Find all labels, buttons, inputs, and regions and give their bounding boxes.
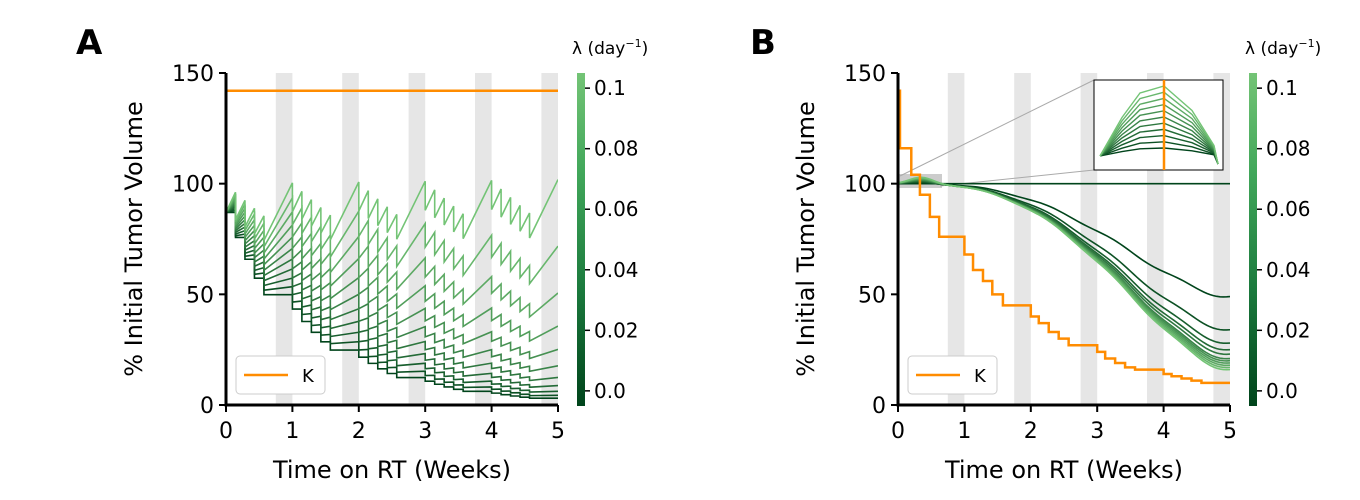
y-tick-label: 150 [844, 62, 886, 87]
tumor-curves-b [898, 176, 1230, 371]
inset-connector-top [899, 79, 1095, 177]
weekend-band-a-4 [541, 73, 558, 405]
panel-letter-a: A [76, 23, 103, 63]
x-tick-label: 3 [1090, 419, 1104, 444]
legend-label-a: K [302, 366, 315, 387]
legend-label-b: K [974, 366, 987, 387]
inset-frame [1093, 79, 1224, 171]
colorbar-tick-label: 0.02 [1266, 318, 1311, 342]
weekend-band-a-3 [475, 73, 492, 405]
colorbar-b: λ (day−1) 0.0 0.02 0.04 0.06 0.08 0.1 [1245, 37, 1321, 406]
y-tick-label: 100 [844, 173, 886, 198]
colorbar-tick-label: 0.06 [1266, 197, 1311, 221]
colorbar-tick-label: 0.0 [1266, 379, 1298, 403]
x-tick-label: 5 [1223, 419, 1237, 444]
colorbar-a: λ (day−1) 0.0 0.02 0.04 0.06 0.08 0.1 [572, 37, 648, 406]
legend-b: K [907, 355, 998, 395]
y-tick-label: 0 [872, 394, 886, 419]
y-tick-label: 50 [186, 283, 214, 308]
colorbar-tick-label: 0.0 [594, 379, 626, 403]
y-axis-label-a: % Initial Tumor Volume [120, 101, 148, 377]
k-series-line-b [898, 89, 1230, 385]
x-tick-label: 5 [551, 419, 565, 444]
weekend-band-b-1 [1014, 73, 1031, 405]
colorbar-tick-label: 0.1 [1266, 76, 1298, 100]
x-axis-label-a: Time on RT (Weeks) [272, 456, 511, 484]
x-tick-label: 1 [957, 419, 971, 444]
inset-zoom [1093, 79, 1224, 171]
weekend-band-a-0 [275, 73, 293, 405]
legend-a: K [235, 355, 326, 395]
colorbar-gradient-a [577, 73, 585, 406]
x-tick-label: 3 [418, 419, 432, 444]
y-tick-label: 150 [172, 62, 214, 87]
tumor-series-a-10 [226, 179, 558, 241]
y-tick-label: 50 [858, 283, 886, 308]
panel-letter-b: B [750, 23, 776, 63]
x-tick-label: 4 [485, 419, 499, 444]
weekend-band-a-2 [408, 73, 426, 405]
colorbar-gradient-b [1249, 73, 1257, 406]
colorbar-label-b: λ (day−1) [1245, 37, 1321, 59]
x-tick-label: 1 [285, 419, 299, 444]
y-axis-label-b: % Initial Tumor Volume [792, 101, 820, 377]
colorbar-tick-label: 0.04 [1266, 258, 1311, 282]
x-tick-label: 2 [352, 419, 366, 444]
x-axis-label-b: Time on RT (Weeks) [944, 456, 1183, 484]
colorbar-tick-label: 0.1 [594, 76, 626, 100]
x-tick-label: 0 [219, 419, 233, 444]
colorbar-label-a: λ (day−1) [572, 37, 648, 59]
colorbar-tick-label: 0.08 [594, 137, 639, 161]
tumor-curves-a [226, 179, 558, 399]
weekend-band-b-0 [947, 73, 965, 405]
colorbar-tick-label: 0.04 [594, 258, 639, 282]
y-tick-label: 0 [200, 394, 214, 419]
tumor-series-b-10 [898, 176, 1230, 371]
colorbar-tick-label: 0.06 [594, 197, 639, 221]
y-tick-label: 100 [172, 173, 214, 198]
colorbar-tick-label: 0.02 [594, 318, 639, 342]
k-steps-b [898, 89, 1230, 385]
colorbar-tick-label: 0.08 [1266, 137, 1311, 161]
x-tick-label: 0 [891, 419, 905, 444]
x-tick-label: 4 [1157, 419, 1171, 444]
x-tick-label: 2 [1024, 419, 1038, 444]
